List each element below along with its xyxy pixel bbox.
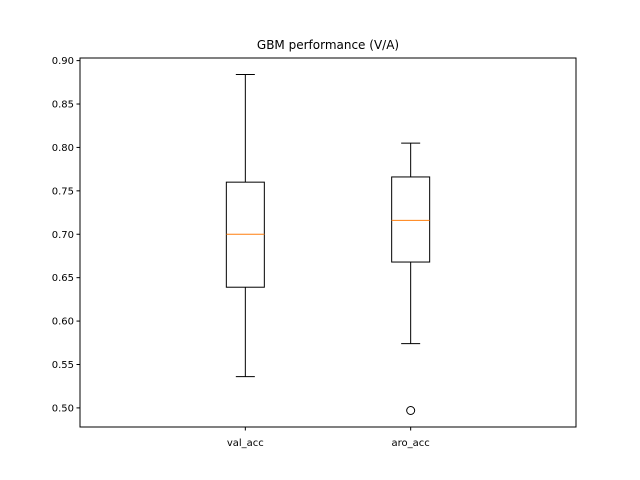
y-tick-label: 0.50 — [52, 403, 74, 414]
x-tick-label: aro_acc — [392, 438, 430, 449]
y-tick-label: 0.80 — [52, 143, 74, 154]
y-tick-label: 0.75 — [52, 186, 74, 197]
y-tick-label: 0.85 — [52, 100, 74, 111]
y-tick-label: 0.90 — [52, 56, 74, 67]
y-axis: 0.50 0.55 0.60 0.65 0.70 0.75 0.80 0.85 0.90 — [52, 56, 80, 414]
x-tick-label: val_acc — [227, 438, 264, 449]
y-tick-label: 0.70 — [52, 230, 74, 241]
y-tick-label: 0.55 — [52, 360, 74, 371]
plot-area-frame — [79, 57, 577, 428]
boxes-group — [225, 73, 431, 416]
iqr-box — [391, 176, 431, 263]
box-val_acc — [225, 73, 265, 378]
y-tick-label: 0.65 — [52, 273, 74, 284]
x-axis: val_acc aro_acc — [227, 427, 430, 449]
outlier-point — [406, 406, 416, 416]
chart-title: GBM performance (V/A) — [257, 38, 399, 52]
box-aro_acc — [391, 142, 431, 416]
y-tick-label: 0.60 — [52, 317, 74, 328]
